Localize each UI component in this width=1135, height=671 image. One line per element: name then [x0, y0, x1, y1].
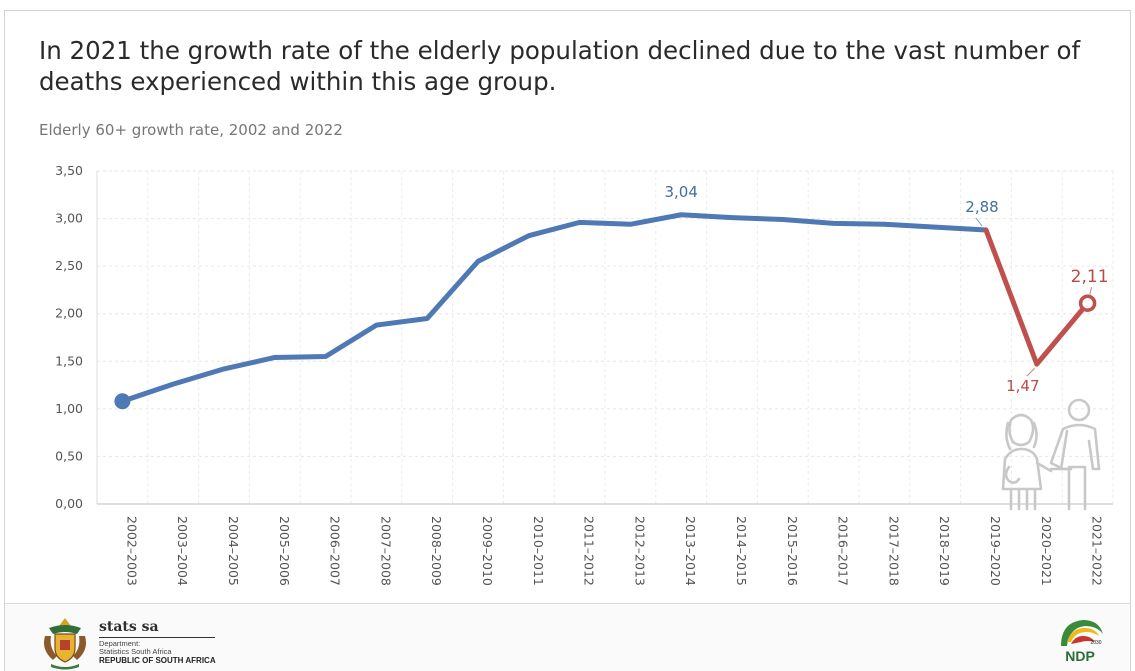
x-tick-label: 2007–2008 [378, 516, 393, 586]
dept-line-1: Department: [99, 639, 141, 648]
chart-axes [96, 171, 1113, 505]
x-tick-label: 2005–2006 [277, 516, 292, 586]
footer: stats sa Department: Statistics South Af… [5, 604, 1130, 671]
x-tick-label: 2012–2013 [632, 516, 647, 586]
headline: In 2021 the growth rate of the elderly p… [39, 36, 1081, 96]
x-tick-label: 2013–2014 [683, 516, 698, 586]
footer-divider [5, 603, 1130, 604]
x-tick-label: 2014–2015 [734, 516, 749, 586]
data-label: 2,11 [1071, 267, 1109, 287]
elderly-couple-icon [1001, 398, 1101, 511]
dept-line-3: REPUBLIC OF SOUTH AFRICA [99, 656, 216, 665]
x-tick-label: 2010–2011 [531, 516, 546, 586]
line-chart: 0,00 0,50 1,00 1,50 2,00 2,50 3,00 3,50 2002–20… [55, 163, 1114, 586]
series-line-main [119, 212, 989, 404]
x-axis-labels: 2002–2003 2003–2004 2004–2005 2005–2006 2006… [124, 516, 1104, 586]
chart-series [114, 212, 1097, 410]
x-tick-label: 2009–2010 [480, 516, 495, 586]
data-label: 2,88 [965, 198, 998, 216]
data-label-leader [1089, 287, 1093, 296]
y-tick-label: 3,50 [55, 163, 83, 178]
y-tick-label: 0,50 [55, 448, 83, 463]
data-label: 1,47 [1006, 377, 1039, 395]
x-tick-label: 2008–2009 [429, 516, 444, 586]
x-tick-label: 2004–2005 [226, 516, 241, 586]
data-point-start [114, 393, 131, 410]
x-tick-label: 2021–2022 [1090, 516, 1105, 586]
y-tick-label: 2,50 [55, 258, 83, 273]
brand-name: stats sa [99, 619, 215, 638]
y-axis-labels: 0,00 0,50 1,00 1,50 2,00 2,50 3,00 3,50 [55, 163, 83, 511]
ndp-year: 2030 [1090, 640, 1101, 646]
x-tick-label: 2002–2003 [124, 516, 139, 586]
x-tick-label: 2011–2012 [582, 516, 597, 586]
ndp-logo-icon: 2030 NDP [1061, 620, 1103, 664]
data-labels: 3,04 2,88 1,47 2,11 [664, 183, 1108, 395]
x-tick-label: 2015–2016 [785, 516, 800, 586]
y-tick-label: 0,00 [55, 496, 83, 511]
slide: In 2021 the growth rate of the elderly p… [4, 10, 1131, 671]
coat-of-arms-icon [44, 618, 86, 670]
x-tick-label: 2019–2020 [988, 516, 1003, 586]
chart-subtitle: Elderly 60+ growth rate, 2002 and 2022 [39, 121, 343, 139]
x-tick-label: 2003–2004 [175, 516, 190, 586]
x-tick-label: 2017–2018 [886, 516, 901, 586]
y-tick-label: 2,00 [55, 306, 83, 321]
data-label-leader [1026, 367, 1036, 377]
y-tick-label: 3,00 [55, 211, 83, 226]
x-tick-label: 2020–2021 [1039, 516, 1054, 586]
x-tick-label: 2016–2017 [836, 516, 851, 586]
statssa-brand: stats sa Department: Statistics South Af… [99, 619, 249, 665]
series-line-highlight [983, 227, 1091, 367]
dept-line-2: Statistics South Africa [99, 647, 172, 656]
data-label-leader [975, 217, 983, 227]
ndp-text: NDP [1065, 648, 1095, 664]
y-tick-label: 1,50 [55, 353, 83, 368]
y-tick-label: 1,00 [55, 401, 83, 416]
data-label: 3,04 [664, 183, 697, 201]
x-tick-label: 2006–2007 [328, 516, 343, 586]
x-tick-label: 2018–2019 [937, 516, 952, 586]
data-point-end [1078, 294, 1097, 312]
